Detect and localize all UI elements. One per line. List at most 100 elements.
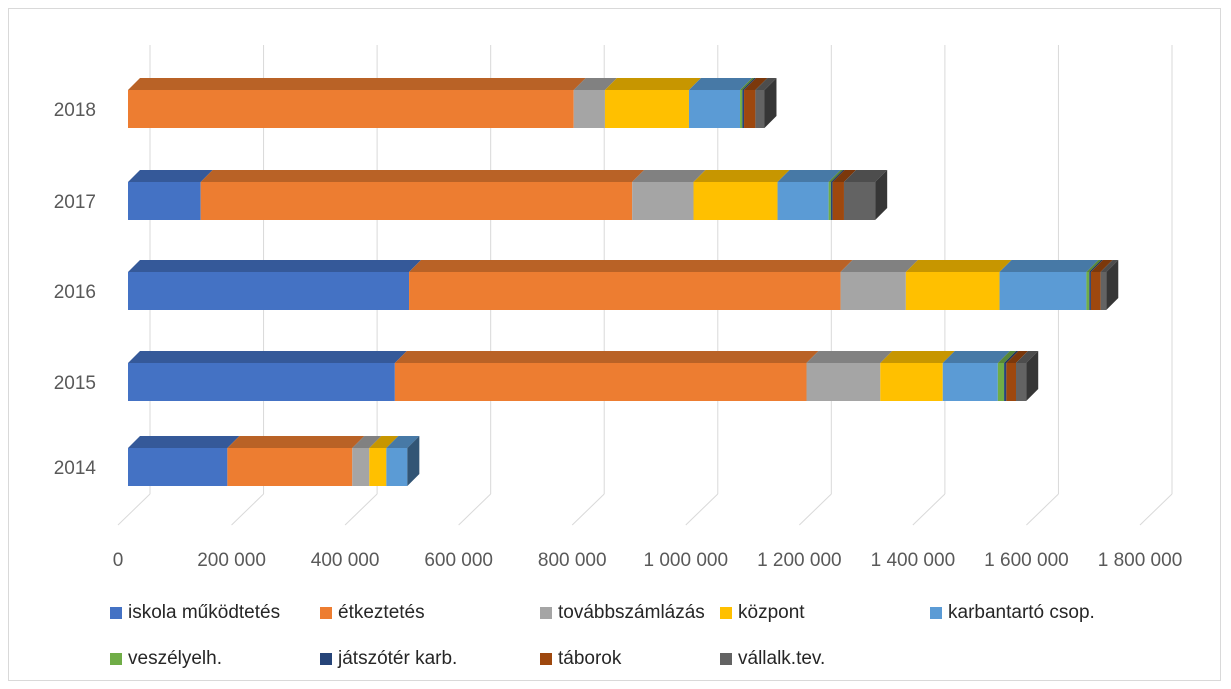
bar-segment <box>997 363 1005 401</box>
bar-segment-top <box>1100 260 1119 272</box>
x-tick-label: 600 000 <box>424 550 493 571</box>
bar-segment <box>1016 363 1027 401</box>
legend-swatch <box>110 653 122 665</box>
gridline-base <box>571 493 605 526</box>
gridline-base <box>1026 493 1059 526</box>
bar-segment <box>128 182 201 220</box>
legend-label: veszélyelh. <box>128 648 222 669</box>
bar-segment-top <box>394 351 819 363</box>
gridline-base <box>1139 493 1173 526</box>
legend-item: táborok <box>540 646 621 672</box>
bar-segment <box>832 182 844 220</box>
bar-segment <box>1100 272 1107 310</box>
legend-label: táborok <box>558 648 622 669</box>
legend-swatch <box>110 607 122 619</box>
legend-label: központ <box>738 602 805 623</box>
bar-segment-top <box>1016 351 1039 363</box>
bars <box>128 78 1119 486</box>
gridline-base <box>231 493 264 526</box>
bar-segment-top <box>573 78 617 90</box>
bar-segment-top <box>880 351 955 363</box>
bar-segment <box>693 182 778 220</box>
bar-segment-top <box>755 78 777 90</box>
category-label: 2018 <box>54 100 96 121</box>
bar-segment-top <box>632 170 706 182</box>
x-tick-label: 1 400 000 <box>871 550 956 571</box>
legend-item: étkeztetés <box>320 600 425 626</box>
bar-side <box>1026 351 1039 401</box>
bar-segment <box>409 272 841 310</box>
bar-segment <box>688 90 741 128</box>
bar-segment <box>740 90 743 128</box>
category-labels: 2014 2015 2016 2017 2018 <box>54 100 97 479</box>
bar-segment <box>905 272 1000 310</box>
bar-segment <box>744 90 756 128</box>
bar-segment <box>128 272 410 310</box>
bar-segment-top <box>352 436 382 448</box>
bar-segment <box>386 448 408 486</box>
x-tick-label: 0 <box>113 550 124 571</box>
gridline-base <box>344 493 378 526</box>
bar-segment-top <box>832 170 856 182</box>
legend-label: továbbszámlázás <box>558 602 705 623</box>
bar-segment <box>1006 363 1017 401</box>
legend-item: központ <box>720 600 805 626</box>
legend-swatch <box>320 653 332 665</box>
bar-segment-top <box>227 436 365 448</box>
bar-segment <box>1089 272 1091 310</box>
bar-segment-top <box>830 170 845 182</box>
legend-swatch <box>320 607 332 619</box>
bar-segment <box>830 182 833 220</box>
bar-segment-top <box>200 170 645 182</box>
bar-segment <box>999 272 1087 310</box>
legend-label: játszótér karb. <box>338 648 458 669</box>
bar-segment <box>128 90 574 128</box>
legend-item: iskola működtetés <box>110 600 280 626</box>
bar-segment-top <box>942 351 1010 363</box>
gridline-base <box>798 493 832 526</box>
x-tick-label: 1 600 000 <box>984 550 1069 571</box>
bar-segment-top <box>128 436 240 448</box>
bar-segment-top <box>843 170 888 182</box>
bar-segment-top <box>128 260 422 272</box>
legend-label: vállalk.tev. <box>738 648 826 669</box>
gridline-base <box>117 493 151 526</box>
bar-segment <box>755 90 765 128</box>
category-label: 2015 <box>54 373 96 394</box>
legend-swatch <box>720 653 732 665</box>
category-label: 2014 <box>54 458 97 479</box>
legend-swatch <box>930 607 942 619</box>
bar-segment-top <box>1004 351 1019 363</box>
legend-label: iskola működtetés <box>128 602 281 623</box>
gridline-base <box>685 493 719 526</box>
bar-segment <box>369 448 387 486</box>
bar-segment-top <box>840 260 918 272</box>
bar-segment-top <box>905 260 1012 272</box>
bar-segment <box>604 90 689 128</box>
bar-segment-top <box>740 78 755 90</box>
legend-item: karbantartó csop. <box>930 600 1095 626</box>
bar-segment <box>828 182 831 220</box>
chart-plot: 2014 2015 2016 2017 2018 0 200 000 400 000 600 … <box>54 45 1182 571</box>
bar-segment-top <box>828 170 843 182</box>
x-tick-label: 1 200 000 <box>757 550 842 571</box>
category-label: 2017 <box>54 192 96 213</box>
bar-segment-top <box>777 170 841 182</box>
bar-side <box>764 78 777 128</box>
bar-segment-top <box>742 78 757 90</box>
bar-segment <box>352 448 370 486</box>
bar-segment <box>128 363 395 401</box>
legend-label: karbantartó csop. <box>948 602 1095 623</box>
bar-segment-top <box>409 260 853 272</box>
bar-segment <box>742 90 745 128</box>
bar-segment <box>840 272 906 310</box>
bar-side <box>875 170 888 220</box>
bar-segment-top <box>1089 260 1103 272</box>
bar-segment <box>880 363 943 401</box>
legend-swatch <box>540 653 552 665</box>
legend-item: veszélyelh. <box>110 646 222 672</box>
bar-segment <box>806 363 881 401</box>
x-tick-label: 400 000 <box>311 550 380 571</box>
bar-segment-top <box>806 351 893 363</box>
bar-segment-top <box>128 78 586 90</box>
